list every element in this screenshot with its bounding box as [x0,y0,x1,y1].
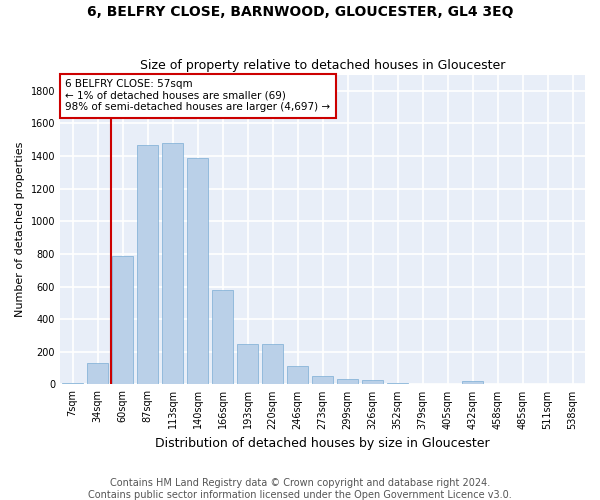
Bar [262,344,283,384]
Bar [462,381,483,384]
Title: Size of property relative to detached houses in Gloucester: Size of property relative to detached ho… [140,59,505,72]
Bar [87,363,108,384]
X-axis label: Distribution of detached houses by size in Gloucester: Distribution of detached houses by size … [155,437,490,450]
Bar [162,143,183,384]
Bar [237,344,258,384]
Bar [212,290,233,384]
Y-axis label: Number of detached properties: Number of detached properties [15,142,25,317]
Text: 6, BELFRY CLOSE, BARNWOOD, GLOUCESTER, GL4 3EQ: 6, BELFRY CLOSE, BARNWOOD, GLOUCESTER, G… [87,5,513,19]
Text: 6 BELFRY CLOSE: 57sqm
← 1% of detached houses are smaller (69)
98% of semi-detac: 6 BELFRY CLOSE: 57sqm ← 1% of detached h… [65,79,331,112]
Bar [137,144,158,384]
Bar [387,383,408,384]
Bar [312,376,333,384]
Bar [337,378,358,384]
Bar [112,256,133,384]
Bar [62,383,83,384]
Bar [187,158,208,384]
Bar [362,380,383,384]
Bar [287,366,308,384]
Text: Contains HM Land Registry data © Crown copyright and database right 2024.
Contai: Contains HM Land Registry data © Crown c… [88,478,512,500]
